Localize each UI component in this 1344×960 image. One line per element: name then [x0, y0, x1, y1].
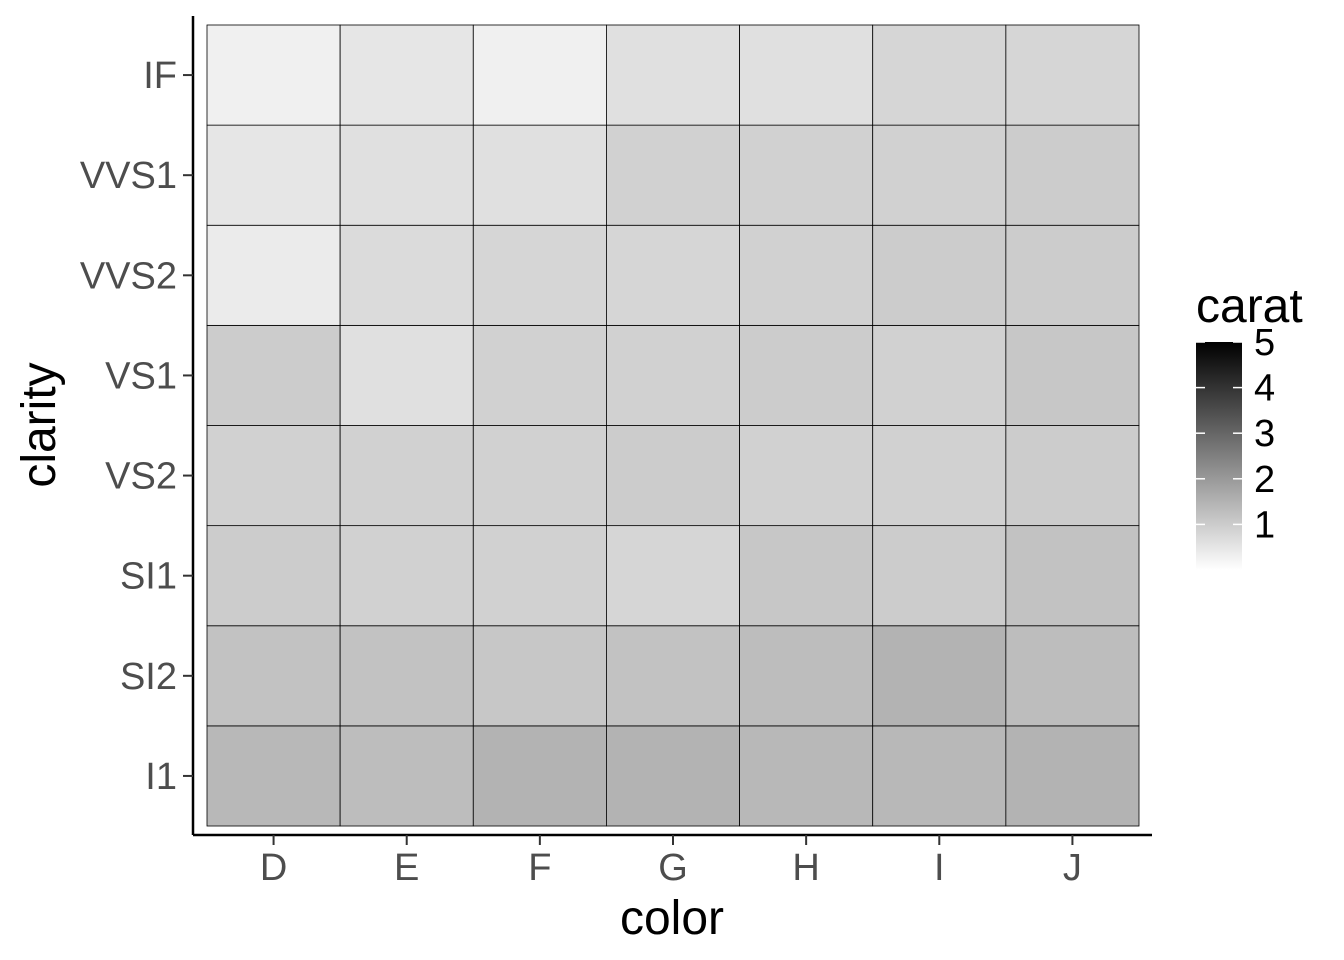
heatmap-tile-if-g	[606, 24, 740, 126]
heatmap-tile-vs2-j	[1005, 425, 1140, 527]
heatmap-tile-if-d	[206, 24, 341, 126]
x-tick-label: I	[934, 847, 945, 889]
heatmap-tile-si2-e	[339, 625, 474, 727]
heatmap-tile-vvs1-j	[1005, 124, 1140, 226]
heatmap-tile-vvs2-j	[1005, 224, 1140, 326]
heatmap-tile-si2-g	[606, 625, 740, 727]
heatmap-tile-si1-h	[739, 525, 874, 627]
heatmap-tile-if-f	[472, 24, 607, 126]
heatmap-tile-vs1-j	[1005, 324, 1140, 426]
heatmap-tile-vs2-i	[872, 425, 1007, 527]
heatmap-tile-si2-f	[472, 625, 607, 727]
heatmap-tile-vvs1-f	[472, 124, 607, 226]
heatmap-tile-vs2-d	[206, 425, 341, 527]
heatmap-tile-vvs2-d	[206, 224, 341, 326]
heatmap-tile-si1-i	[872, 525, 1007, 627]
legend-tick-label: 2	[1254, 459, 1275, 501]
heatmap-tile-vvs1-h	[739, 124, 874, 226]
legend-title: carat	[1196, 280, 1303, 333]
y-tick-label: SI2	[120, 656, 177, 698]
heatmap-tile-si1-d	[206, 525, 341, 627]
x-tick-label: E	[394, 847, 419, 889]
heatmap-tile-i1-f	[472, 725, 607, 827]
heatmap-tile-vs2-e	[339, 425, 474, 527]
heatmap-tile-si2-i	[872, 625, 1007, 727]
heatmap-tile-if-j	[1005, 24, 1140, 126]
heatmap-tile-vs1-i	[872, 324, 1007, 426]
y-axis-ticks: I1 SI2 SI1 VS2 VS1 VVS2 VVS1 IF	[80, 55, 193, 798]
x-tick-label: H	[792, 847, 819, 889]
heatmap-tile-si2-h	[739, 625, 874, 727]
heatmap-tile-vs1-g	[606, 324, 740, 426]
y-tick-label: VS2	[105, 456, 177, 498]
legend-tick-label: 1	[1254, 504, 1275, 546]
y-tick-label: SI1	[120, 556, 177, 598]
x-axis-title: color	[620, 892, 724, 945]
heatmap-tile-i1-d	[206, 725, 341, 827]
x-tick-label: G	[658, 847, 688, 889]
x-axis-ticks: D E F G H I J	[260, 835, 1082, 889]
heatmap-tile-si2-j	[1005, 625, 1140, 727]
heatmap-tile-vvs1-e	[339, 124, 474, 226]
y-axis-title: clarity	[13, 362, 66, 487]
heatmap-tile-vs1-h	[739, 324, 874, 426]
heatmap-tile-vs1-d	[206, 324, 341, 426]
legend-tick-label: 5	[1254, 322, 1275, 364]
heatmap-tile-i1-e	[339, 725, 474, 827]
heatmap-tile-vvs2-h	[739, 224, 874, 326]
x-tick-label: J	[1063, 847, 1082, 889]
heatmap-tile-i1-g	[606, 725, 740, 827]
heatmap-tile-vvs2-e	[339, 224, 474, 326]
x-tick-label: D	[260, 847, 287, 889]
legend-colorbar	[1196, 342, 1242, 570]
heatmap-tile-vvs1-i	[872, 124, 1007, 226]
y-tick-label: VVS1	[80, 155, 177, 197]
y-tick-label: VS1	[105, 355, 177, 397]
heatmap-tile-i1-j	[1005, 725, 1140, 827]
y-tick-label: I1	[145, 756, 177, 798]
heatmap-tile-si1-g	[606, 525, 740, 627]
heatmap-tile-vs1-f	[472, 324, 607, 426]
heatmap-tile-vs2-f	[472, 425, 607, 527]
heatmap-tile-vvs1-d	[206, 124, 341, 226]
heatmap-tile-vvs2-g	[606, 224, 740, 326]
heatmap-tile-si1-f	[472, 525, 607, 627]
heatmap-tile-vvs1-g	[606, 124, 740, 226]
heatmap-tile-vs2-g	[606, 425, 740, 527]
heatmap-tiles	[206, 24, 1140, 827]
legend-tick-label: 4	[1254, 368, 1275, 410]
heatmap-tile-vvs2-i	[872, 224, 1007, 326]
legend-tick-label: 3	[1254, 413, 1275, 455]
heatmap-tile-if-h	[739, 24, 874, 126]
heatmap-tile-vs1-e	[339, 324, 474, 426]
heatmap-tile-i1-h	[739, 725, 874, 827]
x-tick-label: F	[528, 847, 551, 889]
heatmap-tile-if-e	[339, 24, 474, 126]
y-tick-label: IF	[143, 55, 177, 97]
heatmap-tile-si1-e	[339, 525, 474, 627]
heatmap-tile-i1-i	[872, 725, 1007, 827]
heatmap-tile-si1-j	[1005, 525, 1140, 627]
heatmap-tile-if-i	[872, 24, 1007, 126]
y-tick-label: VVS2	[80, 255, 177, 297]
heatmap-tile-vs2-h	[739, 425, 874, 527]
heatmap-tile-vvs2-f	[472, 224, 607, 326]
heatmap-tile-si2-d	[206, 625, 341, 727]
